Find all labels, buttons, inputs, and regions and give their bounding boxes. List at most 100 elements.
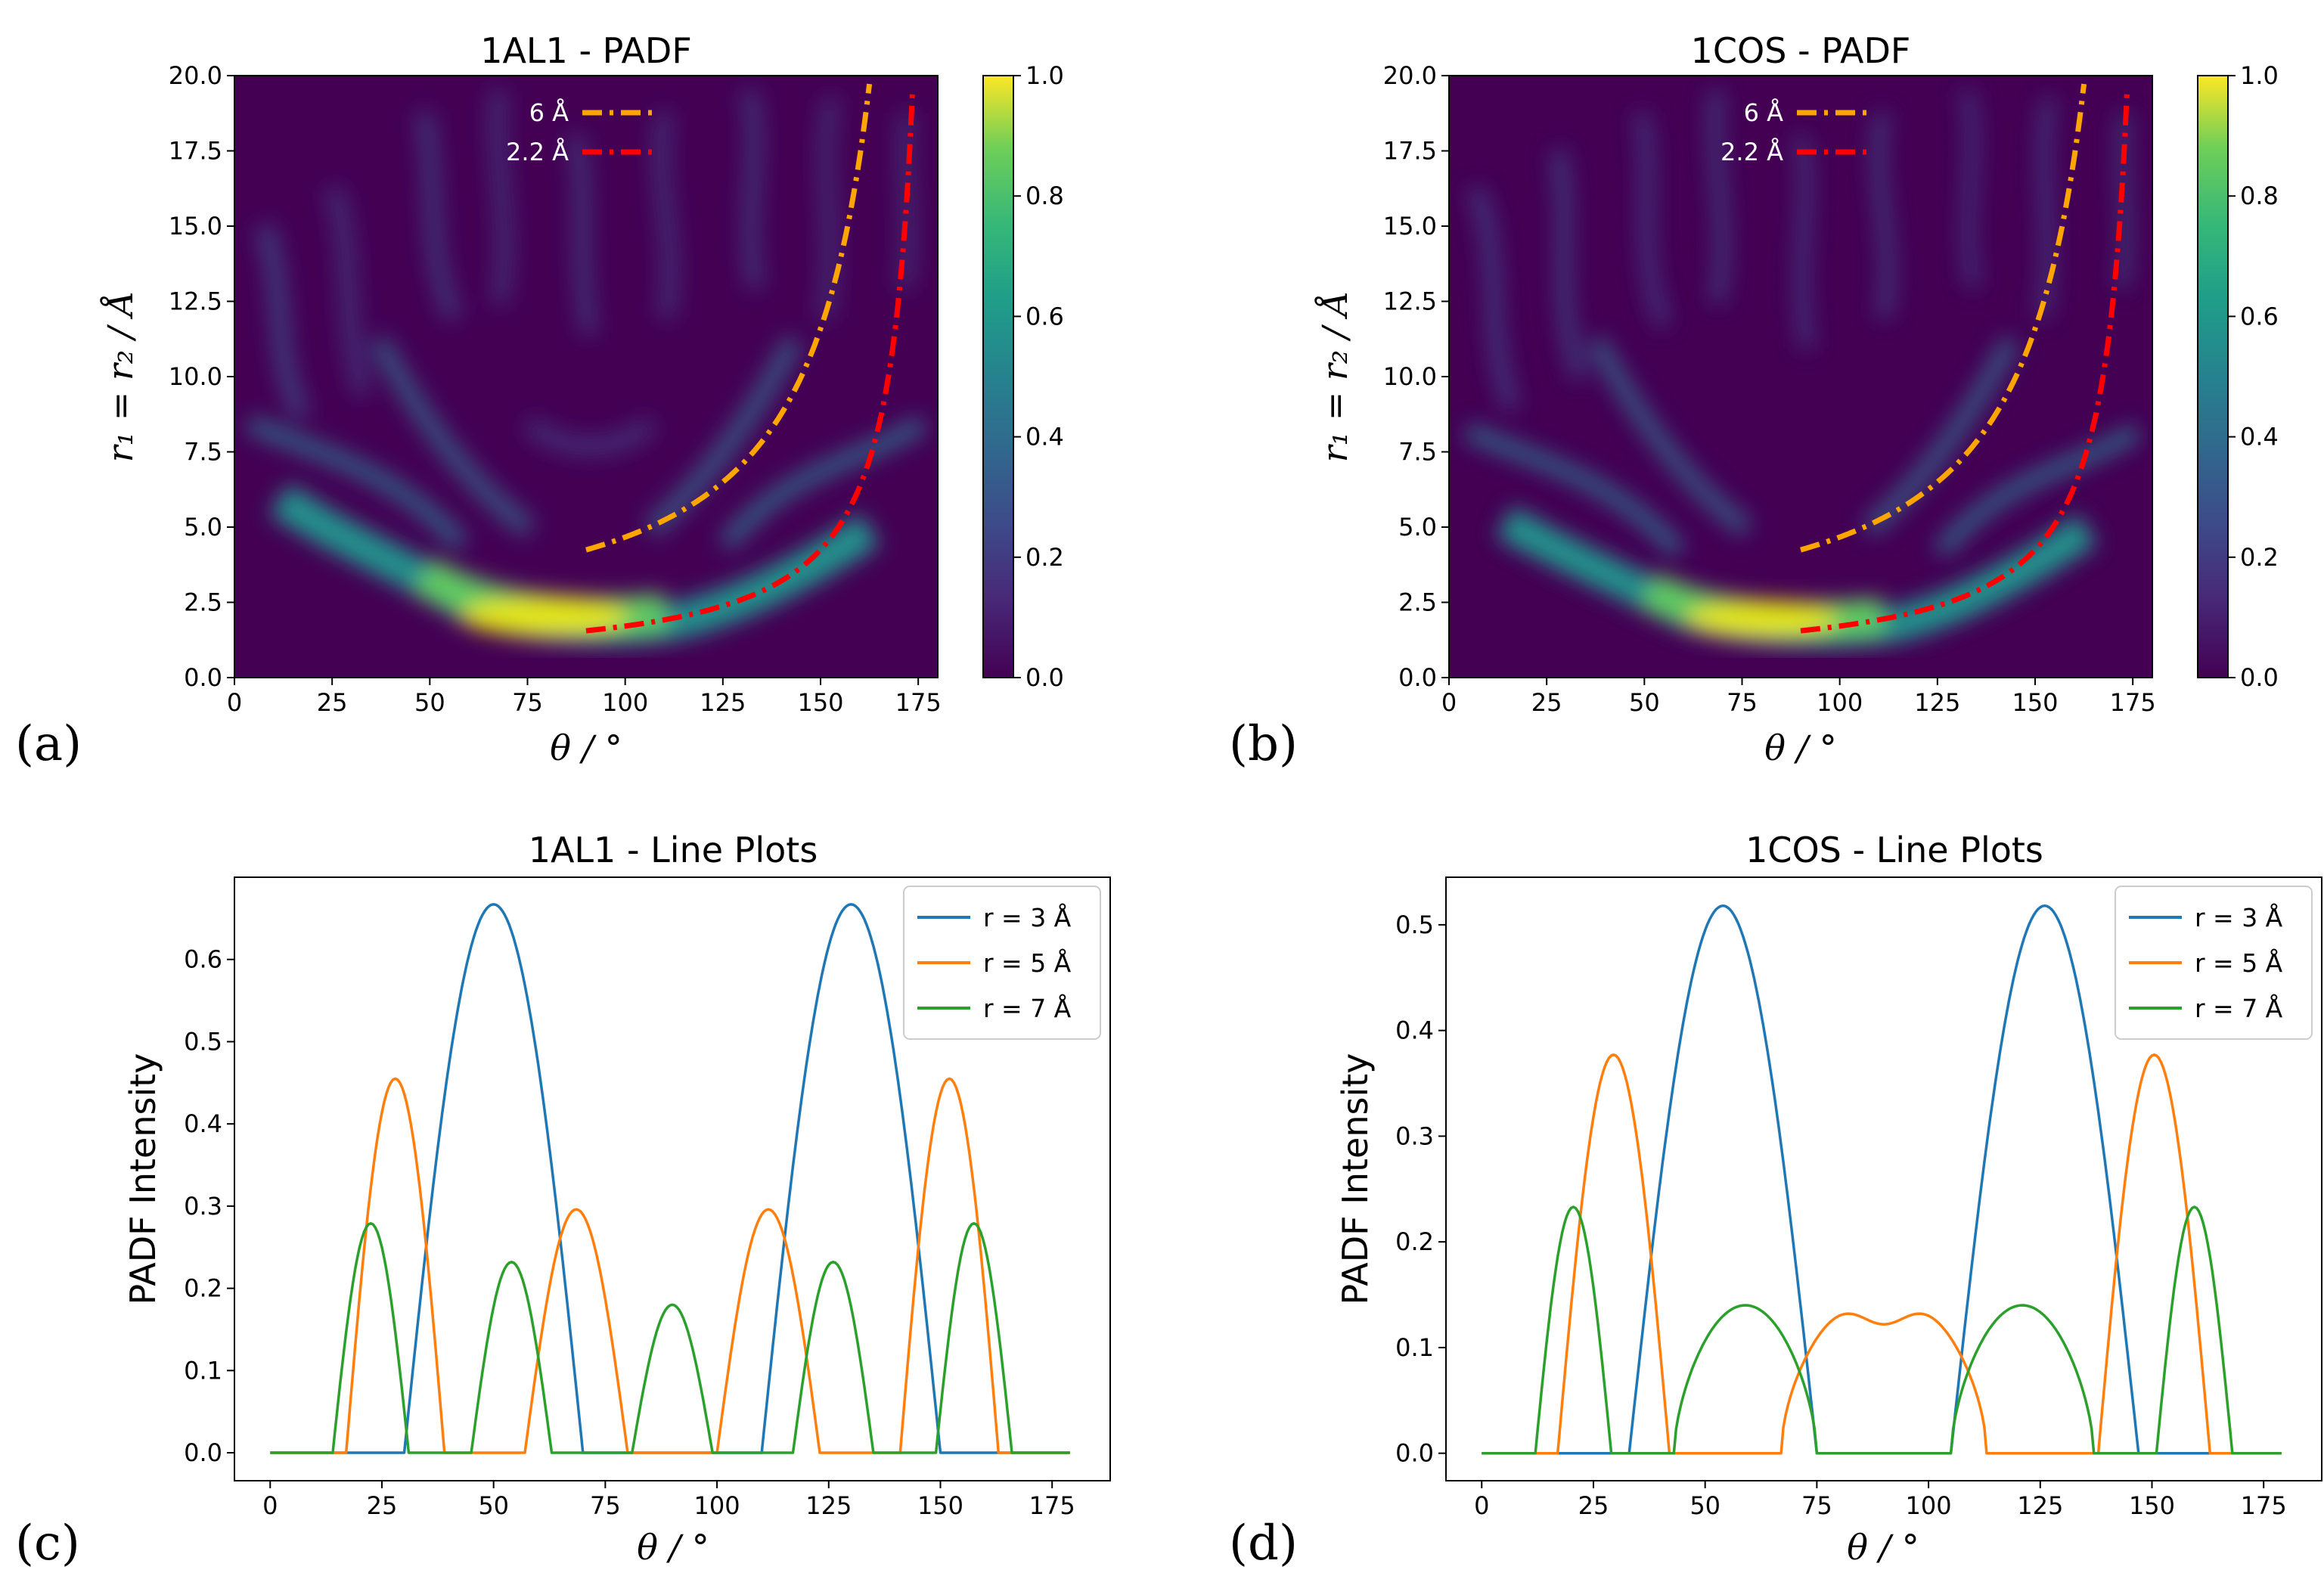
x-tick-label: 125	[1914, 688, 1960, 717]
heatmap-texture	[246, 88, 928, 551]
legend-6A-label: 6 Å	[529, 98, 569, 127]
x-tick-label: 0	[1474, 1491, 1489, 1520]
y-tick-label: 7.5	[184, 438, 222, 467]
colorbar-tick-label: 0.0	[1025, 663, 1064, 692]
y-tick-label: 20.0	[1383, 61, 1437, 90]
panel-d-series	[1482, 904, 2282, 1455]
x-tick-label: 175	[895, 688, 942, 717]
plot-frame	[234, 75, 939, 678]
panel-a-axes: 0 25 50 75 100 125 150 175 0.0 2.5 5.0 7.5 10.0 12.5 1…	[169, 61, 942, 717]
series-line-r5	[270, 1077, 1070, 1454]
y-tick-label: 0.6	[184, 945, 222, 974]
x-tick-label: 150	[2129, 1491, 2175, 1520]
panel-d-ylabel: PADF Intensity	[1335, 1053, 1376, 1305]
legend-box	[903, 886, 1101, 1040]
panel-b-colorbar: 0.0 0.2 0.4 0.6 0.8 1.0	[2197, 61, 2279, 692]
panel-c-ylabel: PADF Intensity	[123, 1053, 163, 1305]
y-tick-label: 0.0	[1395, 1439, 1434, 1468]
panel-c-series	[270, 903, 1070, 1454]
x-tick-label: 0	[1441, 688, 1457, 717]
y-tick-label: 17.5	[1383, 137, 1437, 166]
x-tick-label: 75	[590, 1491, 621, 1520]
panel-d-label: (d)	[1229, 1516, 1298, 1571]
y-tick-label: 10.0	[1383, 362, 1437, 391]
panel-d-xlabel: θ / °	[1847, 1527, 1919, 1568]
heatmap-ridge	[1496, 506, 2097, 647]
colorbar	[2197, 75, 2229, 678]
x-tick-label: 75	[512, 688, 543, 717]
panel-a-ylabel: r₁ = r₂ / Å	[99, 291, 141, 463]
y-tick-label: 15.0	[169, 212, 222, 240]
y-tick-label: 0.0	[1398, 663, 1437, 692]
colorbar-tick-label: 0.2	[2240, 543, 2279, 572]
x-tick-label: 175	[2110, 688, 2156, 717]
heatmap-texture	[1463, 88, 2142, 559]
x-tick-label: 125	[805, 1491, 852, 1520]
y-tick-label: 10.0	[169, 362, 222, 391]
x-tick-label: 50	[478, 1491, 509, 1520]
plot-frame	[1445, 876, 2322, 1481]
y-tick-label: 0.4	[184, 1109, 222, 1138]
y-tick-label: 20.0	[169, 61, 222, 90]
plot-frame	[234, 876, 1111, 1481]
y-tick-label: 7.5	[1398, 438, 1437, 467]
panel-d-title: 1COS - Line Plots	[1745, 830, 2043, 870]
y-tick-label: 0.0	[184, 1438, 222, 1467]
x-tick-label: 75	[1727, 688, 1758, 717]
x-tick-label: 0	[262, 1491, 278, 1520]
y-tick-label: 0.1	[184, 1356, 222, 1385]
x-tick-label: 150	[797, 688, 843, 717]
y-tick-label: 5.0	[184, 513, 222, 541]
y-tick-label: 0.5	[1395, 911, 1434, 939]
x-tick-label: 125	[2017, 1491, 2063, 1520]
colorbar-tick-label: 0.8	[1025, 181, 1064, 210]
y-tick-label: 2.5	[1398, 588, 1437, 617]
y-tick-label: 0.1	[1395, 1333, 1434, 1362]
y-tick-label: 15.0	[1383, 212, 1437, 240]
colorbar-tick-label: 0.2	[1025, 543, 1064, 572]
colorbar-tick-label: 0.6	[2240, 302, 2279, 330]
x-tick-label: 50	[1629, 688, 1660, 717]
colorbar-tick-label: 0.8	[2240, 181, 2279, 210]
y-tick-label: 0.2	[1395, 1227, 1434, 1256]
guide-line-2-2A	[1800, 93, 2130, 634]
legend-label-r7: r = 7 Å	[2195, 993, 2283, 1023]
y-tick-label: 0.3	[184, 1192, 222, 1221]
panel-d-axes: 0 25 50 75 100 125 150 175 0.0 0.1 0.2 0.3 0.4 0.5	[1395, 911, 2287, 1520]
x-tick-label: 25	[1531, 688, 1562, 717]
panel-c-label: (c)	[15, 1516, 80, 1571]
colorbar	[982, 75, 1014, 678]
legend-label-r3: r = 3 Å	[983, 902, 1072, 932]
panel-c-legend: r = 3 Å r = 5 Å r = 7 Å	[903, 886, 1101, 1040]
x-tick-label: 175	[2241, 1491, 2287, 1520]
guide-line-6A	[585, 83, 873, 553]
x-tick-label: 175	[1029, 1491, 1075, 1520]
y-tick-label: 12.5	[1383, 287, 1437, 316]
colorbar-tick-label: 1.0	[1025, 61, 1064, 90]
x-tick-label: 100	[694, 1491, 740, 1520]
heatmap-legend: 6 Å 2.2 Å	[506, 98, 658, 166]
y-tick-label: 2.5	[184, 588, 222, 617]
x-tick-label: 125	[700, 688, 746, 717]
y-tick-label: 0.3	[1395, 1122, 1434, 1150]
panel-c-xlabel: θ / °	[637, 1527, 709, 1568]
panel-a-title: 1AL1 - PADF	[480, 30, 692, 71]
legend-label-r3: r = 3 Å	[2195, 902, 2283, 932]
x-tick-label: 25	[1578, 1491, 1609, 1520]
x-tick-label: 0	[227, 688, 242, 717]
x-tick-label: 25	[367, 1491, 398, 1520]
legend-label-r5: r = 5 Å	[2195, 948, 2283, 978]
heatmap-legend: 6 Å 2.2 Å	[1721, 98, 1873, 166]
panel-b-title: 1COS - PADF	[1691, 30, 1911, 71]
y-tick-label: 12.5	[169, 287, 222, 316]
series-line-r5	[1482, 1053, 2282, 1455]
panel-a-colorbar: 0.0 0.2 0.4 0.6 0.8 1.0	[982, 61, 1064, 692]
y-tick-label: 5.0	[1398, 513, 1437, 541]
plot-frame	[1448, 75, 2153, 678]
x-tick-label: 25	[317, 688, 348, 717]
panel-b: 1COS - PADF	[1229, 30, 2279, 772]
x-tick-label: 100	[1906, 1491, 1952, 1520]
colorbar-tick-label: 0.4	[1025, 423, 1064, 451]
x-tick-label: 100	[602, 688, 648, 717]
